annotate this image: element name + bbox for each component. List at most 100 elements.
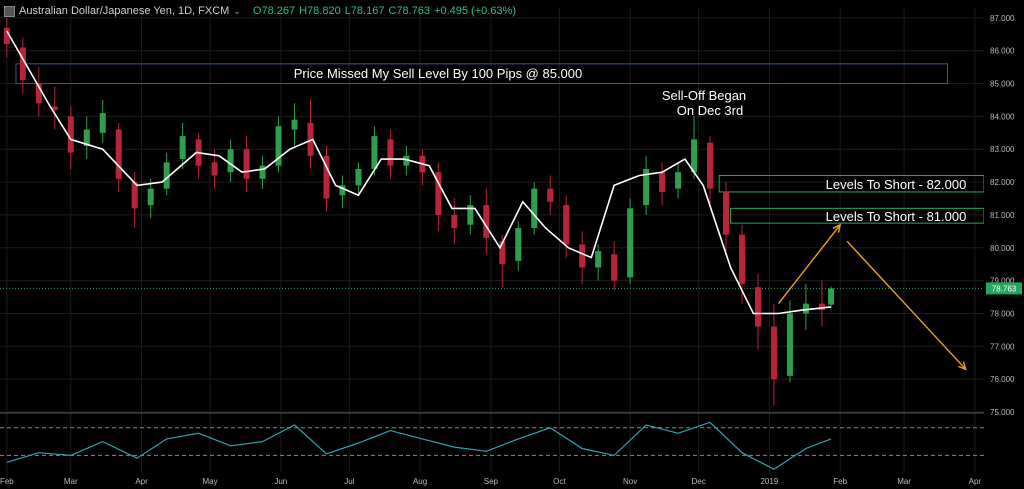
candle-body [643, 168, 650, 206]
last-price-label: 78.763 [992, 284, 1017, 293]
forecast-arrow-head [832, 223, 842, 233]
oscillator-line [6, 421, 832, 470]
time-tick-label: Aug [413, 477, 427, 486]
candle-body [627, 208, 634, 278]
candle-body [115, 129, 122, 179]
time-tick-label: Oct [553, 477, 566, 486]
candle-body [83, 129, 90, 146]
time-tick-label: Mar [897, 477, 911, 486]
time-tick-label: Feb [833, 477, 847, 486]
time-tick-label: May [202, 477, 217, 486]
candle-body [738, 234, 745, 284]
candle-body [259, 165, 266, 179]
candle-body [99, 113, 106, 133]
candle-body [243, 149, 250, 179]
missed-level-label: Price Missed My Sell Level By 100 Pips @… [294, 66, 583, 81]
time-tick-label: Mar [64, 477, 78, 486]
price-tick-label: 77.000 [990, 342, 1015, 351]
price-tick-label: 85.000 [990, 80, 1015, 89]
time-tick-label: Jul [344, 477, 354, 486]
short-level-label-82: Levels To Short - 82.000 [826, 177, 967, 192]
price-tick-label: 86.000 [990, 47, 1015, 56]
candle-body [179, 136, 186, 160]
moving-average-line [6, 30, 832, 315]
candle-body [802, 303, 809, 314]
ohlc-change: +0.495 (+0.63%) [434, 5, 516, 17]
time-tick-label: Apr [969, 477, 982, 486]
candle-body [3, 27, 10, 45]
symbol-icon [4, 5, 15, 17]
candle-body [770, 326, 777, 380]
candle-body [531, 188, 538, 229]
price-tick-label: 79.000 [990, 277, 1015, 286]
candle-body [275, 126, 282, 166]
forecast-arrow-shaft [846, 240, 967, 370]
symbol-title[interactable]: Australian Dollar/Japanese Yen, 1D, FXCM [19, 5, 230, 17]
candle-body [483, 205, 490, 238]
candles [3, 17, 835, 406]
price-tick-label: 84.000 [990, 112, 1015, 121]
candle-body [355, 168, 362, 186]
candle-body [323, 155, 330, 199]
chart-header[interactable]: Australian Dollar/Japanese Yen, 1D, FXCM… [4, 4, 516, 18]
candle-body [339, 185, 346, 196]
time-tick-label: Nov [623, 477, 637, 486]
candle-body [67, 116, 74, 153]
candle-body [19, 47, 26, 81]
selloff-label-line2: On Dec 3rd [677, 103, 743, 118]
selloff-label-line1: Sell-Off Began [662, 88, 746, 103]
forecast-arrow-shaft [777, 224, 841, 305]
price-tick-label: 76.000 [990, 375, 1015, 384]
candle-body [403, 155, 410, 166]
candle-body [707, 142, 714, 189]
candle-body [723, 191, 730, 235]
candle-body [387, 139, 394, 166]
candle-body [51, 106, 58, 110]
candle-body [211, 162, 218, 176]
annotations: Price Missed My Sell Level By 100 Pips @… [294, 66, 967, 224]
time-tick-label: Dec [692, 477, 706, 486]
candle-body [371, 136, 378, 169]
candle-body [786, 313, 793, 376]
time-tick-label: Jun [274, 477, 287, 486]
price-tick-label: 80.000 [990, 244, 1015, 253]
candle-body [499, 241, 506, 265]
candle-body [307, 122, 314, 156]
missed-level-box [15, 63, 948, 85]
candle-body [563, 205, 570, 245]
candle-body [131, 182, 138, 209]
ohlc-low: L78.167 [344, 5, 385, 17]
candle-body [227, 149, 234, 173]
ohlc-high: H78.820 [299, 5, 341, 17]
forecast-arrows [777, 223, 967, 371]
price-tick-label: 82.000 [990, 178, 1015, 187]
short-level-label-81: Levels To Short - 81.000 [826, 209, 967, 224]
candle-body [754, 287, 761, 327]
price-tick-label: 75.000 [990, 408, 1015, 417]
candle-body [595, 251, 602, 268]
candle-body [818, 303, 825, 311]
time-tick-label: Sep [484, 477, 499, 486]
price-axis-background [984, 0, 1024, 489]
price-tick-label: 87.000 [990, 14, 1015, 23]
candle-body [659, 172, 666, 192]
candle-body [35, 83, 42, 104]
candle-body [547, 188, 554, 202]
last-price-tag [986, 282, 1022, 295]
price-axis[interactable]: 87.000 86.000 85.000 84.000 83.000 82.000 81.0… [984, 0, 1024, 489]
ohlc-close: C78.763 [388, 5, 431, 17]
candle-body [451, 214, 458, 229]
candle-body [291, 119, 298, 130]
chevron-down-icon[interactable]: ⌄ [233, 5, 241, 16]
forecast-arrow-head [958, 361, 967, 371]
time-tick-label: 2019 [760, 477, 778, 486]
ohlc-open: O78.267 [252, 5, 296, 17]
time-axis[interactable]: Feb Mar Apr May Jun Jul Aug Sep Oct Nov Dec 2019 Feb… [0, 477, 981, 486]
price-tick-label: 78.000 [990, 309, 1015, 318]
candle-body [579, 244, 586, 268]
time-tick-label: Feb [0, 477, 14, 486]
price-tick-label: 83.000 [990, 145, 1015, 154]
candle-body [611, 254, 618, 281]
